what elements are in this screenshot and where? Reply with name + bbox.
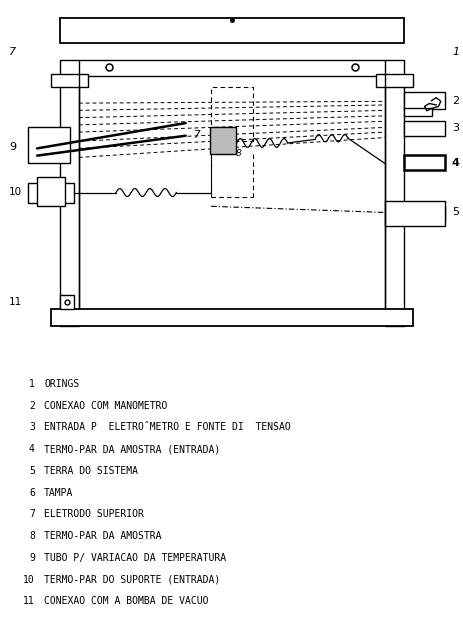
Text: 1: 1 bbox=[29, 379, 35, 389]
Text: ENTRADA P  ELETRÔMETRO E FONTE DI  TENSAO: ENTRADA P ELETRÔMETRO E FONTE DI TENSAO bbox=[44, 422, 290, 432]
Bar bbox=[60, 295, 74, 310]
Bar bbox=[375, 74, 412, 87]
Text: 10: 10 bbox=[9, 187, 22, 197]
Text: 8: 8 bbox=[235, 149, 241, 158]
Bar bbox=[403, 155, 444, 170]
Text: 7: 7 bbox=[192, 130, 199, 140]
Bar bbox=[403, 205, 444, 221]
Text: CONEXAO COM A BOMBA DE VACUO: CONEXAO COM A BOMBA DE VACUO bbox=[44, 597, 208, 607]
Text: 3: 3 bbox=[29, 422, 35, 432]
Text: TERMO-PAR DA AMOSTRA: TERMO-PAR DA AMOSTRA bbox=[44, 531, 161, 541]
Bar bbox=[32, 134, 65, 155]
Text: 1: 1 bbox=[451, 47, 458, 57]
Text: 4: 4 bbox=[29, 444, 35, 454]
Text: TUBO P/ VARIACAO DA TEMPERATURA: TUBO P/ VARIACAO DA TEMPERATURA bbox=[44, 553, 226, 563]
Text: 7: 7 bbox=[29, 509, 35, 519]
Bar bbox=[384, 201, 444, 227]
Text: 6: 6 bbox=[29, 488, 35, 498]
Text: 9: 9 bbox=[29, 553, 35, 563]
Bar bbox=[51, 74, 88, 87]
Bar bbox=[210, 127, 235, 154]
Bar bbox=[403, 120, 444, 136]
Bar bbox=[60, 60, 403, 76]
Text: TERMO-PAR DO SUPORTE (ENTRADA): TERMO-PAR DO SUPORTE (ENTRADA) bbox=[44, 575, 220, 585]
Text: TAMPA: TAMPA bbox=[44, 488, 73, 498]
Text: 2: 2 bbox=[451, 96, 458, 106]
Bar bbox=[384, 76, 403, 326]
Text: 9: 9 bbox=[9, 142, 16, 152]
Bar bbox=[403, 92, 444, 109]
Text: TERRA DO SISTEMA: TERRA DO SISTEMA bbox=[44, 466, 138, 476]
Text: 8: 8 bbox=[29, 531, 35, 541]
Text: CONEXAO COM MANOMETRO: CONEXAO COM MANOMETRO bbox=[44, 401, 167, 411]
Bar bbox=[28, 183, 74, 203]
Text: ELETRODO SUPERIOR: ELETRODO SUPERIOR bbox=[44, 509, 144, 519]
Text: 2: 2 bbox=[29, 401, 35, 411]
Text: TERMO-PAR DA AMOSTRA (ENTRADA): TERMO-PAR DA AMOSTRA (ENTRADA) bbox=[44, 444, 220, 454]
Text: 11: 11 bbox=[9, 297, 23, 307]
Bar bbox=[28, 127, 69, 163]
Text: 3: 3 bbox=[451, 124, 458, 134]
Bar bbox=[51, 310, 412, 326]
Bar bbox=[37, 177, 65, 207]
Text: 11: 11 bbox=[23, 597, 35, 607]
Bar bbox=[403, 108, 431, 116]
Text: 5: 5 bbox=[451, 207, 458, 217]
Text: 5: 5 bbox=[29, 466, 35, 476]
Text: 7: 7 bbox=[9, 47, 16, 57]
Text: 4: 4 bbox=[450, 157, 458, 167]
Bar bbox=[60, 18, 403, 44]
Text: ORINGS: ORINGS bbox=[44, 379, 79, 389]
Text: 10: 10 bbox=[23, 575, 35, 585]
Bar bbox=[60, 76, 79, 326]
